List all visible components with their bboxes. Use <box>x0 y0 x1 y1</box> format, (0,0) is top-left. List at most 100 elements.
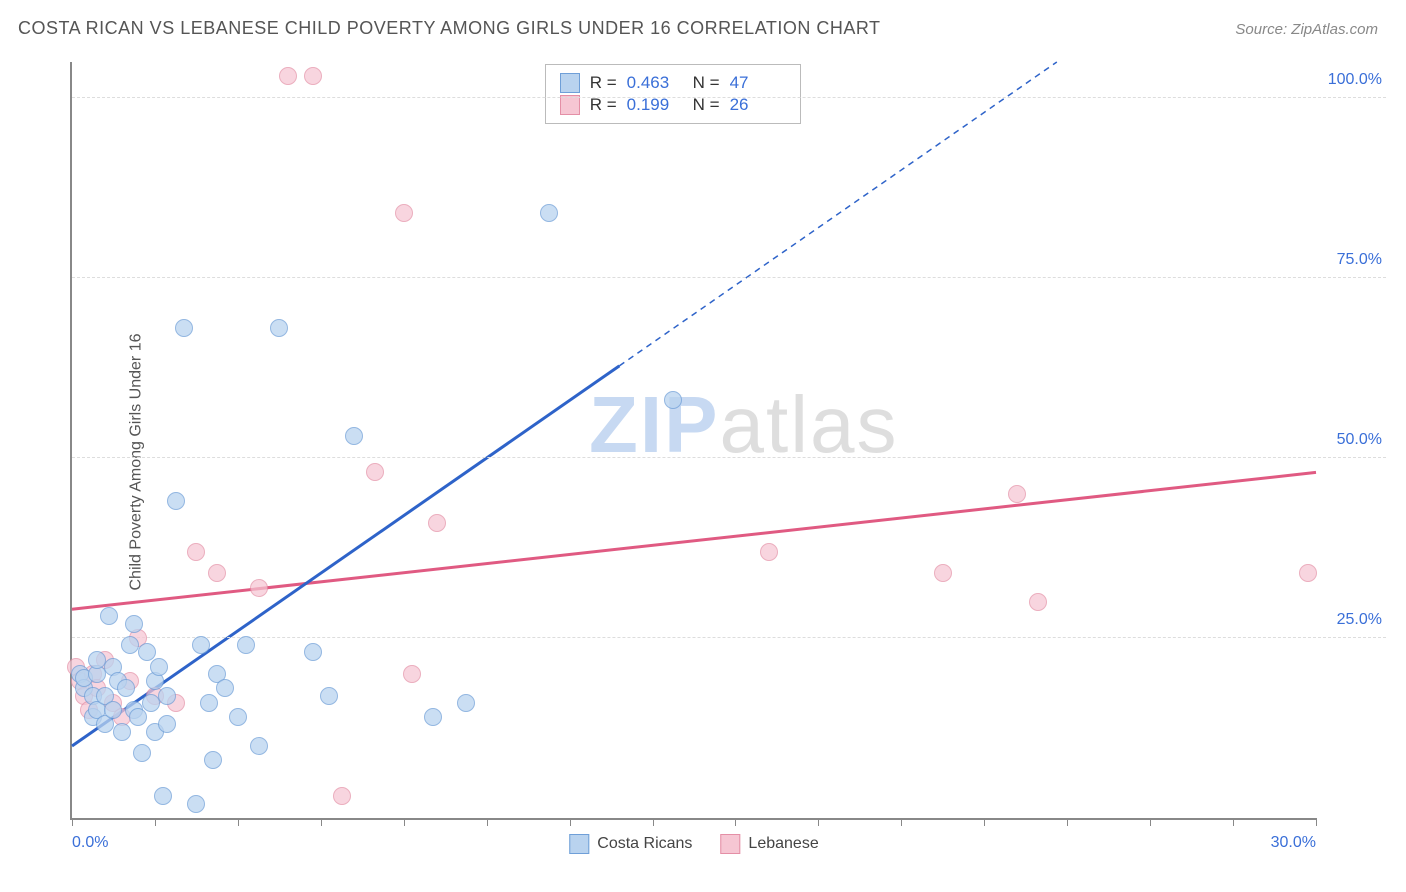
data-point-costa-ricans <box>204 751 222 769</box>
data-point-costa-ricans <box>133 744 151 762</box>
x-tick <box>735 818 736 826</box>
x-tick <box>570 818 571 826</box>
data-point-costa-ricans <box>104 701 122 719</box>
data-point-costa-ricans <box>200 694 218 712</box>
data-point-lebanese <box>208 564 226 582</box>
data-point-lebanese <box>395 204 413 222</box>
y-tick-label: 75.0% <box>1337 251 1382 269</box>
data-point-costa-ricans <box>167 492 185 510</box>
chart-area: Child Poverty Among Girls Under 16 ZIPat… <box>18 52 1386 872</box>
chart-title: COSTA RICAN VS LEBANESE CHILD POVERTY AM… <box>18 18 881 39</box>
trend-lines <box>72 62 1316 818</box>
r-label: R = <box>590 95 617 115</box>
data-point-costa-ricans <box>175 319 193 337</box>
data-point-costa-ricans <box>121 636 139 654</box>
data-point-lebanese <box>304 67 322 85</box>
x-tick-label: 30.0% <box>1271 834 1316 852</box>
y-tick-label: 50.0% <box>1337 431 1382 449</box>
data-point-costa-ricans <box>125 615 143 633</box>
stats-row-costa-ricans: R = 0.463 N = 47 <box>560 73 786 93</box>
data-point-lebanese <box>760 543 778 561</box>
data-point-costa-ricans <box>158 715 176 733</box>
data-point-costa-ricans <box>457 694 475 712</box>
data-point-costa-ricans <box>250 737 268 755</box>
data-point-costa-ricans <box>158 687 176 705</box>
x-tick <box>1316 818 1317 826</box>
source-prefix: Source: <box>1235 21 1291 38</box>
data-point-costa-ricans <box>100 607 118 625</box>
x-tick <box>1067 818 1068 826</box>
data-point-costa-ricans <box>187 795 205 813</box>
data-point-costa-ricans <box>192 636 210 654</box>
stats-row-lebanese: R = 0.199 N = 26 <box>560 95 786 115</box>
data-point-costa-ricans <box>129 708 147 726</box>
data-point-costa-ricans <box>88 651 106 669</box>
data-point-lebanese <box>366 463 384 481</box>
swatch-costa-ricans <box>560 73 580 93</box>
data-point-lebanese <box>279 67 297 85</box>
data-point-costa-ricans <box>320 687 338 705</box>
legend-item-lebanese: Lebanese <box>720 834 818 854</box>
plot-region: ZIPatlas R = 0.463 N = 47 R = 0.199 N = … <box>70 62 1316 820</box>
data-point-costa-ricans <box>150 658 168 676</box>
legend-label-lebanese: Lebanese <box>748 835 818 852</box>
data-point-lebanese <box>1008 485 1026 503</box>
data-point-costa-ricans <box>304 643 322 661</box>
data-point-costa-ricans <box>540 204 558 222</box>
swatch-costa-ricans <box>569 834 589 854</box>
x-tick <box>1233 818 1234 826</box>
x-tick <box>653 818 654 826</box>
x-tick <box>984 818 985 826</box>
gridline <box>72 637 1386 638</box>
watermark-zip: ZIP <box>589 380 719 469</box>
data-point-lebanese <box>1029 593 1047 611</box>
data-point-lebanese <box>333 787 351 805</box>
watermark-atlas: atlas <box>719 380 898 469</box>
y-tick-label: 25.0% <box>1337 611 1382 629</box>
stats-legend: R = 0.463 N = 47 R = 0.199 N = 26 <box>545 64 801 124</box>
swatch-lebanese <box>560 95 580 115</box>
x-tick <box>321 818 322 826</box>
r-label: R = <box>590 73 617 93</box>
swatch-lebanese <box>720 834 740 854</box>
x-tick <box>155 818 156 826</box>
x-tick <box>238 818 239 826</box>
x-tick <box>818 818 819 826</box>
data-point-costa-ricans <box>142 694 160 712</box>
legend-item-costa-ricans: Costa Ricans <box>569 834 692 854</box>
data-point-costa-ricans <box>345 427 363 445</box>
x-tick <box>487 818 488 826</box>
x-tick-label: 0.0% <box>72 834 108 852</box>
n-label: N = <box>693 95 720 115</box>
data-point-costa-ricans <box>216 679 234 697</box>
data-point-lebanese <box>250 579 268 597</box>
r-value-costa-ricans: 0.463 <box>627 73 683 93</box>
y-tick-label: 100.0% <box>1328 71 1382 89</box>
x-tick <box>404 818 405 826</box>
gridline <box>72 457 1386 458</box>
data-point-costa-ricans <box>237 636 255 654</box>
x-tick <box>1150 818 1151 826</box>
data-point-costa-ricans <box>113 723 131 741</box>
data-point-costa-ricans <box>270 319 288 337</box>
data-point-costa-ricans <box>664 391 682 409</box>
legend-label-costa-ricans: Costa Ricans <box>597 835 692 852</box>
data-point-lebanese <box>428 514 446 532</box>
source-link[interactable]: ZipAtlas.com <box>1291 21 1378 38</box>
header: COSTA RICAN VS LEBANESE CHILD POVERTY AM… <box>0 0 1406 47</box>
series-legend: Costa Ricans Lebanese <box>569 834 818 854</box>
r-value-lebanese: 0.199 <box>627 95 683 115</box>
data-point-costa-ricans <box>117 679 135 697</box>
data-point-lebanese <box>1299 564 1317 582</box>
gridline <box>72 97 1386 98</box>
x-tick <box>901 818 902 826</box>
data-point-lebanese <box>403 665 421 683</box>
data-point-costa-ricans <box>424 708 442 726</box>
n-value-lebanese: 26 <box>730 95 786 115</box>
data-point-lebanese <box>934 564 952 582</box>
n-label: N = <box>693 73 720 93</box>
x-tick <box>72 818 73 826</box>
data-point-costa-ricans <box>229 708 247 726</box>
data-point-costa-ricans <box>154 787 172 805</box>
source-credit: Source: ZipAtlas.com <box>1235 21 1378 38</box>
